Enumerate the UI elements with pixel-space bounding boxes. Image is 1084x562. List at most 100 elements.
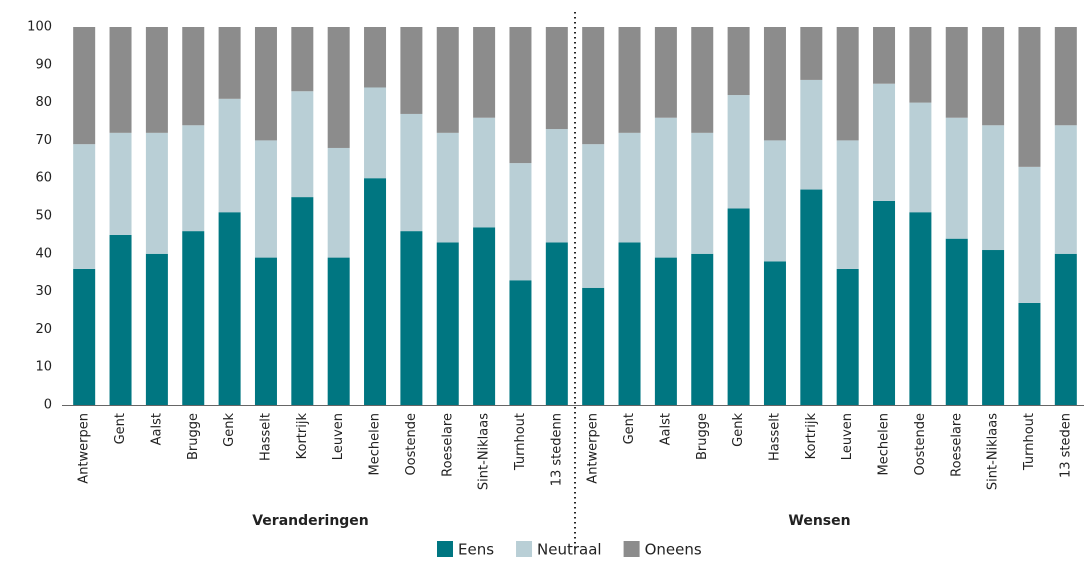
bar-segment <box>436 132 459 243</box>
x-tick-label: Roeselare <box>440 413 455 477</box>
bar-segment <box>873 200 896 405</box>
y-tick-label: 40 <box>35 246 52 261</box>
bar-segment <box>182 231 205 405</box>
bar-segment <box>582 144 605 288</box>
x-tick-label: Gent <box>622 413 637 444</box>
x-tick-label: Genk <box>222 413 237 447</box>
y-tick-label: 90 <box>35 57 52 72</box>
bar-segment <box>800 79 823 190</box>
x-tick-label: Mechelen <box>368 413 383 475</box>
x-tick-label: Sint-Niklaas <box>477 413 492 490</box>
bar-segment <box>145 27 168 133</box>
x-tick-label: Sint-Niklaas <box>986 413 1001 490</box>
y-tick-label: 50 <box>35 209 52 224</box>
y-tick-label: 70 <box>35 133 52 148</box>
x-tick-label: Gent <box>113 413 128 444</box>
x-tick-label: Brugge <box>186 413 201 460</box>
bar-segment <box>109 27 132 133</box>
bar-segment <box>1018 302 1041 405</box>
bar-segment <box>909 102 932 213</box>
bar-segment <box>218 98 241 213</box>
bar-segment <box>73 27 96 145</box>
bar-segment <box>254 27 277 141</box>
x-tick-label: Kortrijk <box>804 413 819 460</box>
bar-segment <box>1054 27 1077 126</box>
x-tick-label: Oostende <box>404 413 419 476</box>
bar-segment <box>873 83 896 201</box>
bar-segment <box>291 91 314 198</box>
bar-segment <box>945 117 968 239</box>
x-tick-label: 13 steden <box>1058 413 1073 478</box>
y-tick-label: 0 <box>44 398 52 413</box>
bar-segment <box>945 27 968 118</box>
group-label: Veranderingen <box>252 513 369 529</box>
x-tick-label: Aalst <box>149 413 164 445</box>
bar-segment <box>691 253 714 405</box>
bar-segment <box>473 27 496 118</box>
bar-segment <box>763 27 786 141</box>
bar-segment <box>436 242 459 405</box>
bar-segment <box>109 234 132 405</box>
x-tick-label: Genk <box>731 413 746 447</box>
x-tick-label: Hasselt <box>258 413 273 461</box>
bar-segment <box>727 27 750 96</box>
y-tick-label: 20 <box>35 322 52 337</box>
bar-segment <box>654 257 677 405</box>
bar-segment <box>800 27 823 80</box>
bar-segment <box>836 268 859 405</box>
x-tick-label: Aalst <box>658 413 673 445</box>
x-tick-label: Kortrijk <box>295 413 310 460</box>
bar-segment <box>763 140 786 262</box>
bar-segment <box>509 163 532 281</box>
bar-segment <box>291 197 314 405</box>
bar-segment <box>545 129 568 243</box>
bar-segment <box>727 208 750 405</box>
x-tick-label: Brugge <box>695 413 710 460</box>
bar-segment <box>364 27 387 88</box>
x-tick-label: Mechelen <box>877 413 892 475</box>
bar-segment <box>582 27 605 145</box>
bar-segment <box>545 27 568 130</box>
group-label: Wensen <box>788 513 850 529</box>
bar-segment <box>909 212 932 405</box>
bar-segment <box>509 280 532 405</box>
legend-label: Eens <box>458 541 494 559</box>
x-tick-label: Roeselare <box>949 413 964 477</box>
x-tick-label: Antwerpen <box>586 413 601 484</box>
bar-segment <box>327 257 350 405</box>
y-tick-label: 80 <box>35 95 52 110</box>
bar-segment <box>691 27 714 133</box>
bar-segment <box>763 261 786 405</box>
bar-segment <box>618 132 641 243</box>
legend-label: Oneens <box>645 541 702 559</box>
bar-segment <box>182 27 205 126</box>
bar-segment <box>400 231 423 405</box>
bar-segment <box>800 189 823 405</box>
bar-segment <box>400 27 423 114</box>
x-tick-label: Antwerpen <box>77 413 92 484</box>
bar-segment <box>654 117 677 258</box>
bar-segment <box>982 125 1005 251</box>
x-tick-label: Turnhout <box>513 413 528 471</box>
bar-segment <box>873 27 896 84</box>
bar-segment <box>327 147 350 258</box>
x-tick-label: 13 stedenn <box>549 413 564 486</box>
y-tick-label: 30 <box>35 284 52 299</box>
bar-segment <box>1054 125 1077 254</box>
bar-segment <box>473 117 496 228</box>
legend-swatch <box>437 541 453 557</box>
bar-segment <box>982 250 1005 405</box>
bar-segment <box>364 178 387 405</box>
x-tick-label: Oostende <box>913 413 928 476</box>
legend-swatch <box>623 541 640 557</box>
bar-segment <box>291 27 314 92</box>
y-tick-label: 10 <box>35 360 52 375</box>
legend-swatch <box>516 541 533 557</box>
bar-segment <box>218 212 241 405</box>
bar-segment <box>254 257 277 405</box>
bar-segment <box>727 95 750 209</box>
bar-segment <box>582 287 605 405</box>
bar-segment <box>327 27 350 148</box>
